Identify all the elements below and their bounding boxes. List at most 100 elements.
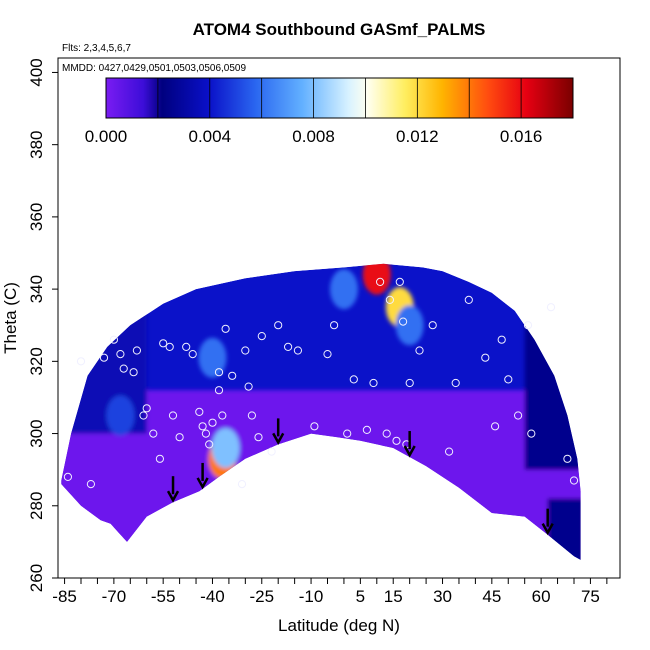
field-body <box>61 263 581 560</box>
colorbar-tick-label: 0.012 <box>396 127 439 146</box>
arrow-marker <box>166 476 180 503</box>
sample-point <box>399 317 408 326</box>
sample-point <box>116 350 125 359</box>
sample-point <box>139 411 148 420</box>
sample-point <box>257 332 266 341</box>
arrow-marker <box>196 462 209 490</box>
x-tick-label: 30 <box>433 587 452 606</box>
sample-point <box>221 324 230 333</box>
sample-point <box>546 303 556 312</box>
x-tick-label: -25 <box>249 587 274 606</box>
colorbar-tick-label: 0.008 <box>292 127 335 146</box>
sample-point <box>267 447 276 456</box>
sample-point <box>149 429 158 438</box>
sample-point <box>481 353 490 362</box>
x-tick-label: -70 <box>102 587 127 606</box>
sample-point <box>201 429 210 438</box>
x-tick-label: -40 <box>200 587 225 606</box>
y-tick-label: 380 <box>27 130 46 158</box>
sample-point <box>392 436 401 445</box>
sample-point <box>293 346 302 355</box>
sample-point <box>195 407 204 416</box>
sample-point <box>159 339 168 348</box>
sample-point <box>284 342 293 351</box>
sample-point <box>445 447 454 456</box>
x-axis: -85 -70 -55 -40 -25 -10 5 15 30 45 60 75 <box>52 578 608 606</box>
dates-label: MMDD: 0427,0429,0501,0503,0506,0509 <box>62 63 246 74</box>
x-tick-label: 5 <box>356 587 365 606</box>
hotspot <box>362 263 391 295</box>
sample-point <box>563 454 572 463</box>
arrow-marker <box>403 431 416 458</box>
y-tick-label: 320 <box>27 347 46 375</box>
x-tick-label: 60 <box>532 587 551 606</box>
y-axis: 260 280 300 320 340 360 380 400 <box>27 58 58 592</box>
sample-point <box>428 321 437 330</box>
sample-point <box>451 378 460 388</box>
y-tick-label: 360 <box>27 203 46 231</box>
x-tick-label: -85 <box>52 587 77 606</box>
sample-point <box>205 440 214 449</box>
sample-point <box>142 404 151 413</box>
sample-point <box>119 364 128 373</box>
y-tick-label: 260 <box>27 564 46 592</box>
sample-point <box>323 350 332 359</box>
arrow-markers <box>166 418 554 536</box>
sample-point <box>165 342 174 351</box>
colorbar-tick-label: 0.000 <box>85 127 128 146</box>
sample-point <box>491 422 500 431</box>
sample-point <box>109 335 119 344</box>
sample-point <box>228 371 237 380</box>
sample-point <box>214 386 224 395</box>
sample-point <box>382 429 391 438</box>
y-tick-label: 340 <box>27 275 46 303</box>
sample-point <box>254 433 263 442</box>
sample-point <box>464 295 473 304</box>
sample-point <box>523 321 533 330</box>
sample-point <box>514 411 523 420</box>
sample-point <box>237 480 247 489</box>
sample-point <box>385 295 394 304</box>
sample-point <box>310 422 319 431</box>
y-tick-label: 400 <box>27 58 46 86</box>
y-tick-label: 300 <box>27 419 46 447</box>
sample-point <box>569 476 579 485</box>
sample-points <box>63 277 579 489</box>
colorbar-tick-label: 0.016 <box>500 127 543 146</box>
x-axis-title: Latitude (deg N) <box>278 616 400 635</box>
sample-point <box>405 378 414 388</box>
arrow-marker <box>541 508 554 536</box>
sample-point <box>188 350 197 359</box>
sample-point <box>415 346 424 355</box>
sample-point <box>132 346 141 355</box>
sample-point <box>274 321 283 330</box>
hotspot <box>106 395 135 436</box>
flights-label: Flts: 2,3,4,5,6,7 <box>62 43 131 54</box>
sample-point <box>175 433 184 442</box>
sample-point <box>218 411 227 420</box>
arrow-marker <box>272 418 285 445</box>
hotspot <box>329 269 358 310</box>
hotspot <box>211 428 240 468</box>
sample-point <box>244 382 253 391</box>
sample-point <box>343 429 352 438</box>
colorbar: 0.000 0.004 0.008 0.012 0.016 <box>85 77 574 146</box>
east-low-band <box>547 498 581 560</box>
sample-point <box>395 277 404 286</box>
sample-point <box>155 454 164 463</box>
plot-frame <box>57 57 621 579</box>
sample-point <box>99 353 109 362</box>
hotspot <box>395 305 424 346</box>
sample-point <box>497 335 506 344</box>
sample-point <box>63 472 73 481</box>
sample-point <box>527 429 536 438</box>
colorbar-tick-label: 0.004 <box>189 127 232 146</box>
sample-point <box>182 342 191 351</box>
sample-point <box>208 418 217 427</box>
x-tick-label: 15 <box>384 587 403 606</box>
sample-point <box>76 357 86 366</box>
east-band <box>524 289 581 470</box>
x-tick-label: -55 <box>151 587 176 606</box>
hotspot <box>198 337 227 378</box>
